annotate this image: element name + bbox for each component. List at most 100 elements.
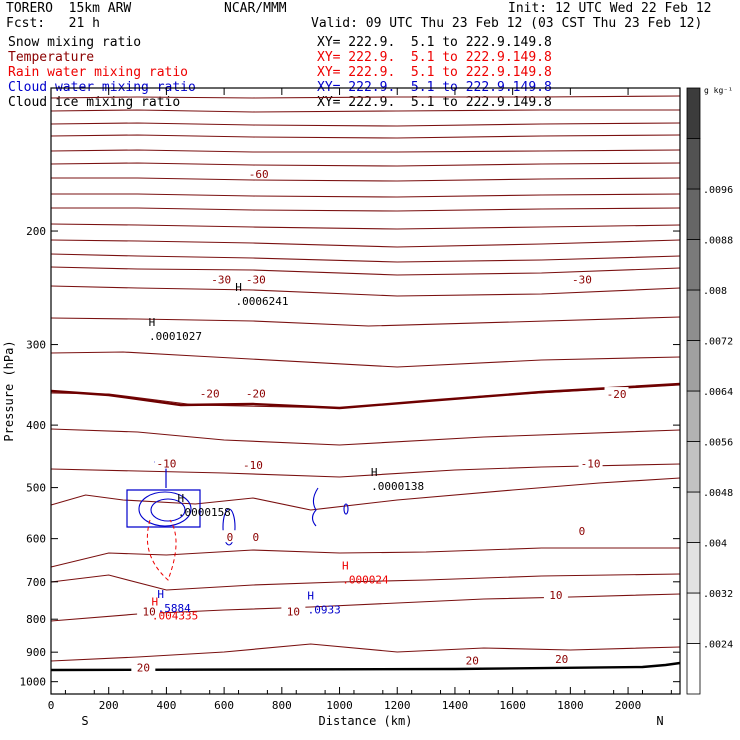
y-axis-label: Pressure (hPa) bbox=[2, 340, 16, 441]
label-mask bbox=[543, 588, 568, 601]
colorbar-swatch bbox=[686, 390, 701, 442]
rain-maximum-marker: H bbox=[152, 595, 159, 608]
label-mask bbox=[240, 457, 265, 470]
label-mask bbox=[604, 387, 629, 400]
isotherm bbox=[50, 134, 681, 139]
field-cloud-ice: Cloud ice mixing ratio bbox=[8, 95, 181, 110]
isotherm bbox=[51, 193, 681, 198]
x-tick-label: 600 bbox=[214, 699, 234, 712]
isotherm bbox=[51, 207, 681, 212]
rain-water-contour bbox=[146, 519, 177, 581]
isotherm bbox=[51, 177, 681, 182]
colorbar-swatch bbox=[686, 340, 701, 392]
temperature-label: -10 bbox=[581, 458, 601, 471]
temperature-label: 10 bbox=[549, 589, 562, 602]
temperature-label: 0 bbox=[227, 531, 234, 544]
temperature-label: -20 bbox=[246, 387, 266, 400]
temperature-label: 20 bbox=[466, 654, 479, 667]
colorbar-tick-label: .0032 bbox=[703, 589, 733, 600]
colorbar-swatch bbox=[686, 138, 701, 190]
temperature-label: -60 bbox=[249, 168, 269, 181]
isotherm bbox=[50, 253, 681, 263]
colorbar-tick-label: .0064 bbox=[703, 387, 733, 398]
temperature-label: -20 bbox=[607, 388, 627, 401]
x-tick-label: 1400 bbox=[442, 699, 469, 712]
temperature-labels: -60 -30 -30 -30 -20 -20 -20 -10 -10 -10 0 0 0 10 10 10 2… bbox=[131, 166, 629, 675]
isotherm bbox=[50, 239, 681, 248]
field-temperature: Temperature bbox=[8, 50, 95, 65]
temperature-label: 0 bbox=[579, 525, 586, 538]
colorbar-tick-label: .008 bbox=[703, 286, 727, 297]
isotherm bbox=[50, 266, 681, 276]
label-mask bbox=[209, 272, 234, 285]
colorbar-swatch bbox=[686, 289, 701, 341]
colorbar-tick-label: .0088 bbox=[703, 236, 733, 247]
label-mask bbox=[217, 530, 242, 543]
plot-frame bbox=[50, 87, 681, 695]
model-title: TORERO 15km ARW bbox=[6, 1, 132, 16]
colorbar-tick-label: .0056 bbox=[703, 438, 733, 449]
y-tick-label: 800 bbox=[26, 613, 46, 626]
field-snow: Snow mixing ratio bbox=[8, 35, 142, 50]
x-tick-label: 2000 bbox=[615, 699, 642, 712]
moisture-contours bbox=[126, 461, 349, 581]
cloud-water-contour bbox=[126, 489, 201, 528]
xs-temperature: XY= 222.9. 5.1 to 222.9.149.8 bbox=[317, 50, 552, 65]
label-mask bbox=[137, 604, 162, 617]
x-axis-label: Distance (km) bbox=[319, 714, 413, 728]
temperature-label: -30 bbox=[246, 274, 266, 287]
cloud-water-contour bbox=[343, 503, 349, 515]
temperature-label: -30 bbox=[211, 274, 231, 287]
isotherm bbox=[50, 428, 681, 446]
zero-isotherm bbox=[50, 382, 681, 410]
isotherm bbox=[50, 162, 681, 167]
axes: 0 200 400 600 800 1000 1200 1400 1600 1800 2000200… bbox=[2, 87, 681, 728]
north-label: N bbox=[656, 714, 663, 728]
isotherm bbox=[50, 643, 681, 662]
temperature-label: -20 bbox=[200, 387, 220, 400]
x-tick-label: 0 bbox=[48, 699, 55, 712]
isotherm bbox=[50, 316, 681, 327]
isotherm bbox=[50, 149, 681, 153]
x-tick-label: 1800 bbox=[557, 699, 584, 712]
temperature-label: 10 bbox=[287, 605, 300, 618]
x-tick-label: 1000 bbox=[326, 699, 353, 712]
south-label: S bbox=[81, 714, 88, 728]
label-mask bbox=[197, 386, 222, 399]
isotherm bbox=[50, 351, 681, 368]
y-tick-label: 200 bbox=[26, 225, 46, 238]
temperature-label: -10 bbox=[243, 459, 263, 472]
label-mask bbox=[569, 272, 594, 285]
x-tick-label: 400 bbox=[156, 699, 176, 712]
label-mask bbox=[549, 651, 574, 664]
colorbar-tick-label: .0048 bbox=[703, 488, 733, 499]
snow-maximum-marker: H bbox=[371, 466, 378, 479]
y-tick-label: 500 bbox=[26, 482, 46, 495]
colorbar-tick-label: .0072 bbox=[703, 337, 733, 348]
valid-time: Valid: 09 UTC Thu 23 Feb 12 (03 CST Thu … bbox=[311, 16, 703, 31]
snow-maximum-value: .0001027 bbox=[149, 330, 202, 343]
cloud-water-contour bbox=[222, 508, 236, 546]
snow-maximum-marker: H bbox=[178, 492, 185, 505]
label-mask bbox=[460, 653, 485, 666]
snow-maximum-marker: H bbox=[149, 316, 156, 329]
isotherm bbox=[50, 109, 680, 113]
temperature-label: -30 bbox=[572, 274, 592, 287]
label-mask bbox=[243, 530, 268, 543]
colorbar-swatch bbox=[686, 441, 701, 493]
xs-snow: XY= 222.9. 5.1 to 222.9.149.8 bbox=[317, 35, 552, 50]
cloud-water-contour bbox=[311, 487, 319, 527]
center-title: NCAR/MMM bbox=[224, 1, 287, 16]
x-tick-label: 1600 bbox=[499, 699, 526, 712]
snow-maximum-value: .0000138 bbox=[371, 480, 424, 493]
rain-maximum-marker: H bbox=[342, 559, 349, 572]
y-tick-label: 300 bbox=[26, 339, 46, 352]
snow-maximum-value: .0000158 bbox=[178, 506, 231, 519]
colorbar-tick-label: .004 bbox=[703, 539, 727, 550]
colorbar-unit: g kg⁻¹ bbox=[704, 86, 733, 95]
temperature-label: 10 bbox=[142, 605, 155, 618]
y-tick-label: 700 bbox=[26, 576, 46, 589]
isotherm bbox=[50, 463, 681, 478]
